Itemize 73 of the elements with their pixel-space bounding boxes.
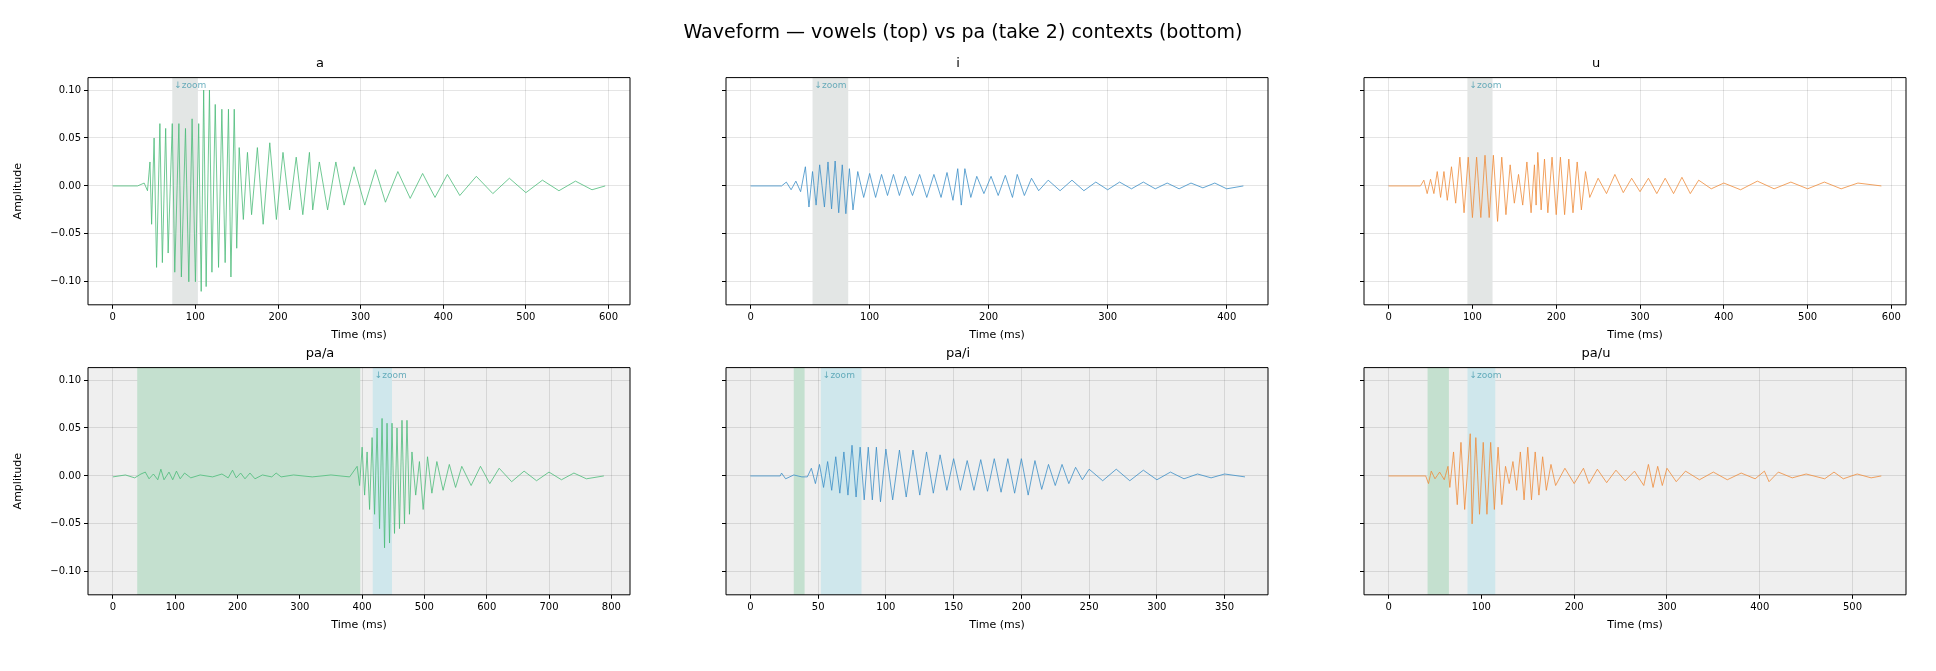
- x-tick-label: 0: [109, 311, 116, 323]
- band-label: ↓zoom: [1469, 80, 1502, 91]
- x-tick-label: 700: [539, 601, 559, 613]
- x-tick-label: 200: [1011, 601, 1031, 613]
- y-axis-title: Amplitude: [11, 452, 25, 510]
- band-label: ↓zoom: [814, 80, 847, 91]
- band-label: ↓zoom: [1469, 370, 1502, 381]
- band-label: ↓zoom: [174, 80, 207, 91]
- x-axis-title: Time (ms): [968, 618, 1025, 632]
- x-tick-label: 100: [860, 311, 880, 323]
- x-tick-label: 300: [1147, 601, 1167, 613]
- x-axis-title: Time (ms): [1606, 618, 1663, 632]
- y-tick-label: 0.10: [58, 83, 81, 95]
- x-tick-label: 300: [351, 311, 371, 323]
- chart-title: pa/u: [1581, 345, 1611, 361]
- x-axis-title: Time (ms): [330, 328, 387, 342]
- x-tick-label: 100: [165, 601, 185, 613]
- y-tick-label: 0.00: [58, 179, 81, 191]
- chart-title: pa/a: [305, 345, 335, 361]
- x-tick-label: 600: [1881, 311, 1901, 323]
- chart-title: a: [316, 55, 324, 71]
- chart-title: u: [1591, 55, 1601, 71]
- x-tick-label: 100: [876, 601, 896, 613]
- x-tick-label: 50: [811, 601, 825, 613]
- x-tick-label: 0: [109, 601, 117, 613]
- x-tick-label: 600: [598, 311, 619, 323]
- x-tick-label: 100: [1471, 601, 1491, 613]
- y-tick-label: −0.05: [50, 227, 81, 239]
- x-tick-label: 300: [1098, 311, 1118, 323]
- x-axis-title: Time (ms): [1606, 328, 1663, 342]
- x-tick-label: 0: [747, 311, 754, 323]
- y-tick-label: 0.10: [58, 373, 81, 385]
- x-tick-label: 200: [227, 601, 248, 613]
- x-tick-label: 200: [1564, 601, 1584, 613]
- y-tick-label: −0.10: [50, 565, 81, 577]
- x-axis-title: Time (ms): [968, 328, 1025, 342]
- x-tick-label: 400: [433, 311, 453, 323]
- x-tick-label: 300: [1630, 311, 1650, 323]
- text: Waveform — vowels (top) vs pa (take 2) contexts (bottom): [682, 19, 1244, 44]
- x-tick-label: 0: [1385, 311, 1392, 323]
- x-tick-label: 400: [352, 601, 372, 613]
- x-tick-label: 200: [268, 311, 288, 323]
- y-tick-label: −0.10: [50, 275, 81, 287]
- x-tick-label: 0: [747, 601, 754, 613]
- band-label: ↓zoom: [374, 370, 407, 381]
- x-tick-label: 400: [1750, 601, 1770, 613]
- y-tick-label: 0.05: [58, 421, 81, 433]
- chart-title: pa/i: [945, 345, 971, 361]
- x-tick-label: 400: [1714, 311, 1734, 323]
- x-tick-label: 250: [1079, 601, 1099, 613]
- x-tick-label: 500: [1798, 311, 1818, 323]
- x-tick-label: 500: [516, 311, 536, 323]
- y-tick-label: −0.05: [50, 517, 81, 529]
- x-tick-label: 200: [1546, 311, 1566, 323]
- band-label: ↓zoom: [822, 370, 855, 381]
- y-tick-label: 0.00: [58, 469, 81, 481]
- x-tick-label: 400: [1217, 311, 1237, 323]
- x-tick-label: 600: [477, 601, 497, 613]
- x-tick-label: 300: [290, 601, 310, 613]
- x-tick-label: 800: [601, 601, 621, 613]
- x-tick-label: 500: [1843, 601, 1863, 613]
- x-tick-label: 500: [414, 601, 434, 613]
- chart-title: i: [956, 55, 960, 71]
- y-axis-title: Amplitude: [11, 162, 25, 220]
- x-axis-title: Time (ms): [330, 618, 387, 632]
- x-tick-label: 200: [979, 311, 999, 323]
- x-tick-label: 350: [1215, 601, 1235, 613]
- x-tick-label: 0: [1385, 601, 1392, 613]
- x-tick-label: 100: [185, 311, 205, 323]
- x-tick-label: 150: [944, 601, 964, 613]
- y-tick-label: 0.05: [58, 131, 81, 143]
- x-tick-label: 300: [1657, 601, 1677, 613]
- x-tick-label: 100: [1462, 311, 1482, 323]
